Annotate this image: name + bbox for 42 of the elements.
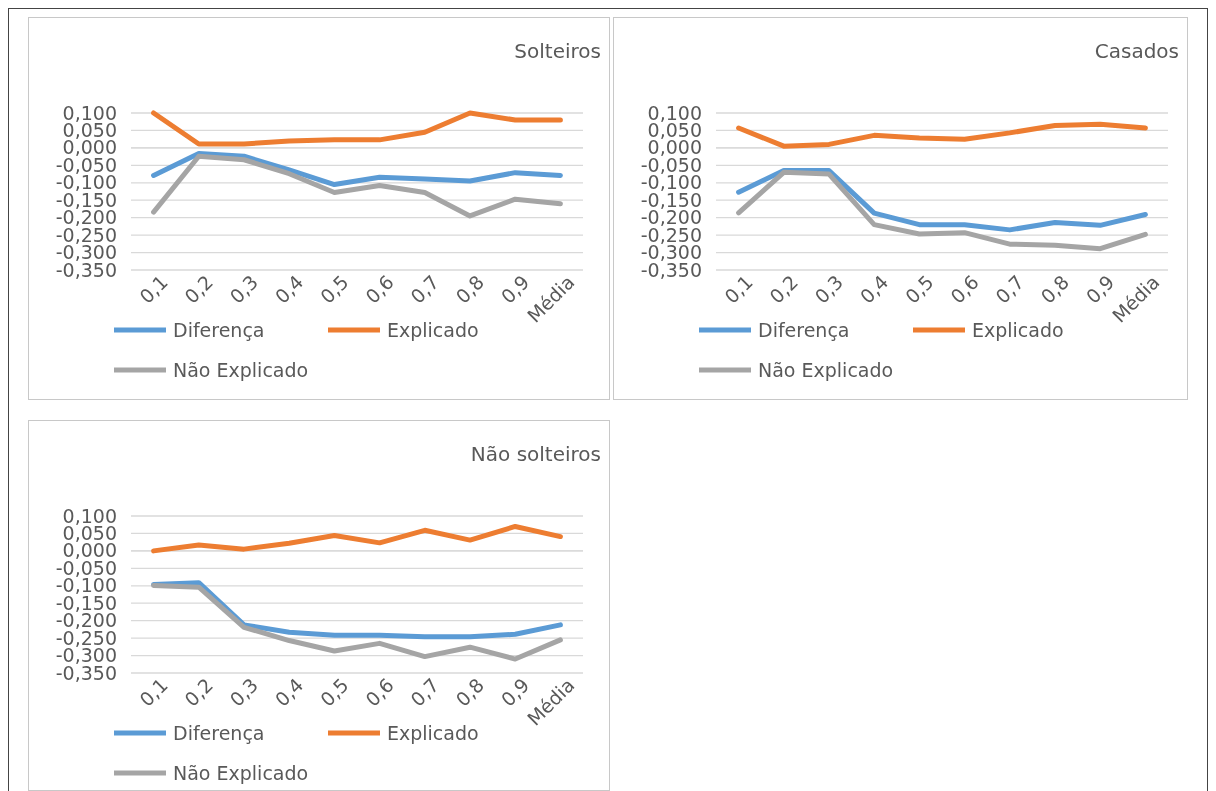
- legend-label: Diferença: [758, 318, 850, 341]
- x-tick-label: 0,2: [180, 673, 218, 711]
- x-tick-label: 0,2: [765, 270, 803, 308]
- legend-label: Diferença: [173, 318, 265, 341]
- x-tick-label: 0,5: [900, 270, 938, 308]
- chart-title: Casados: [1094, 39, 1179, 63]
- legend-label: Diferença: [173, 721, 265, 744]
- x-tick-label: 0,2: [180, 270, 218, 308]
- legend-label: Não Explicado: [173, 358, 309, 381]
- legend-label: Não Explicado: [758, 358, 894, 381]
- x-tick-label: 0,3: [225, 270, 263, 308]
- x-tick-label: 0,1: [719, 270, 757, 308]
- chart-title: Solteiros: [514, 39, 601, 63]
- x-tick-label: 0,4: [855, 270, 893, 308]
- x-tick-label: 0,8: [1036, 270, 1074, 308]
- x-tick-label: 0,1: [134, 270, 172, 308]
- legend-label: Não Explicado: [173, 761, 309, 784]
- x-tick-label: 0,7: [406, 270, 444, 308]
- x-tick-label: 0,7: [406, 673, 444, 711]
- y-tick-label: 0,100: [647, 101, 702, 124]
- legend-label: Explicado: [387, 721, 479, 744]
- x-tick-label: 0,9: [496, 673, 534, 711]
- x-tick-label: 0,3: [810, 270, 848, 308]
- x-tick-label: 0,7: [991, 270, 1029, 308]
- x-tick-label: 0,8: [451, 673, 489, 711]
- x-tick-label: 0,4: [270, 270, 308, 308]
- x-tick-label: 0,6: [360, 673, 398, 711]
- x-tick-label: 0,8: [451, 270, 489, 308]
- x-tick-label: 0,5: [315, 270, 353, 308]
- legend-label: Explicado: [387, 318, 479, 341]
- chart-title: Não solteiros: [470, 442, 601, 466]
- x-tick-label: 0,3: [225, 673, 263, 711]
- x-tick-label: 0,6: [945, 270, 983, 308]
- legend-label: Explicado: [972, 318, 1064, 341]
- x-tick-label: 0,1: [134, 673, 172, 711]
- y-tick-label: 0,100: [62, 504, 117, 527]
- x-tick-label: 0,6: [360, 270, 398, 308]
- y-tick-label: 0,100: [62, 101, 117, 124]
- x-tick-label: 0,9: [1081, 270, 1119, 308]
- x-tick-label: 0,5: [315, 673, 353, 711]
- x-tick-label: 0,9: [496, 270, 534, 308]
- x-tick-label: 0,4: [270, 673, 308, 711]
